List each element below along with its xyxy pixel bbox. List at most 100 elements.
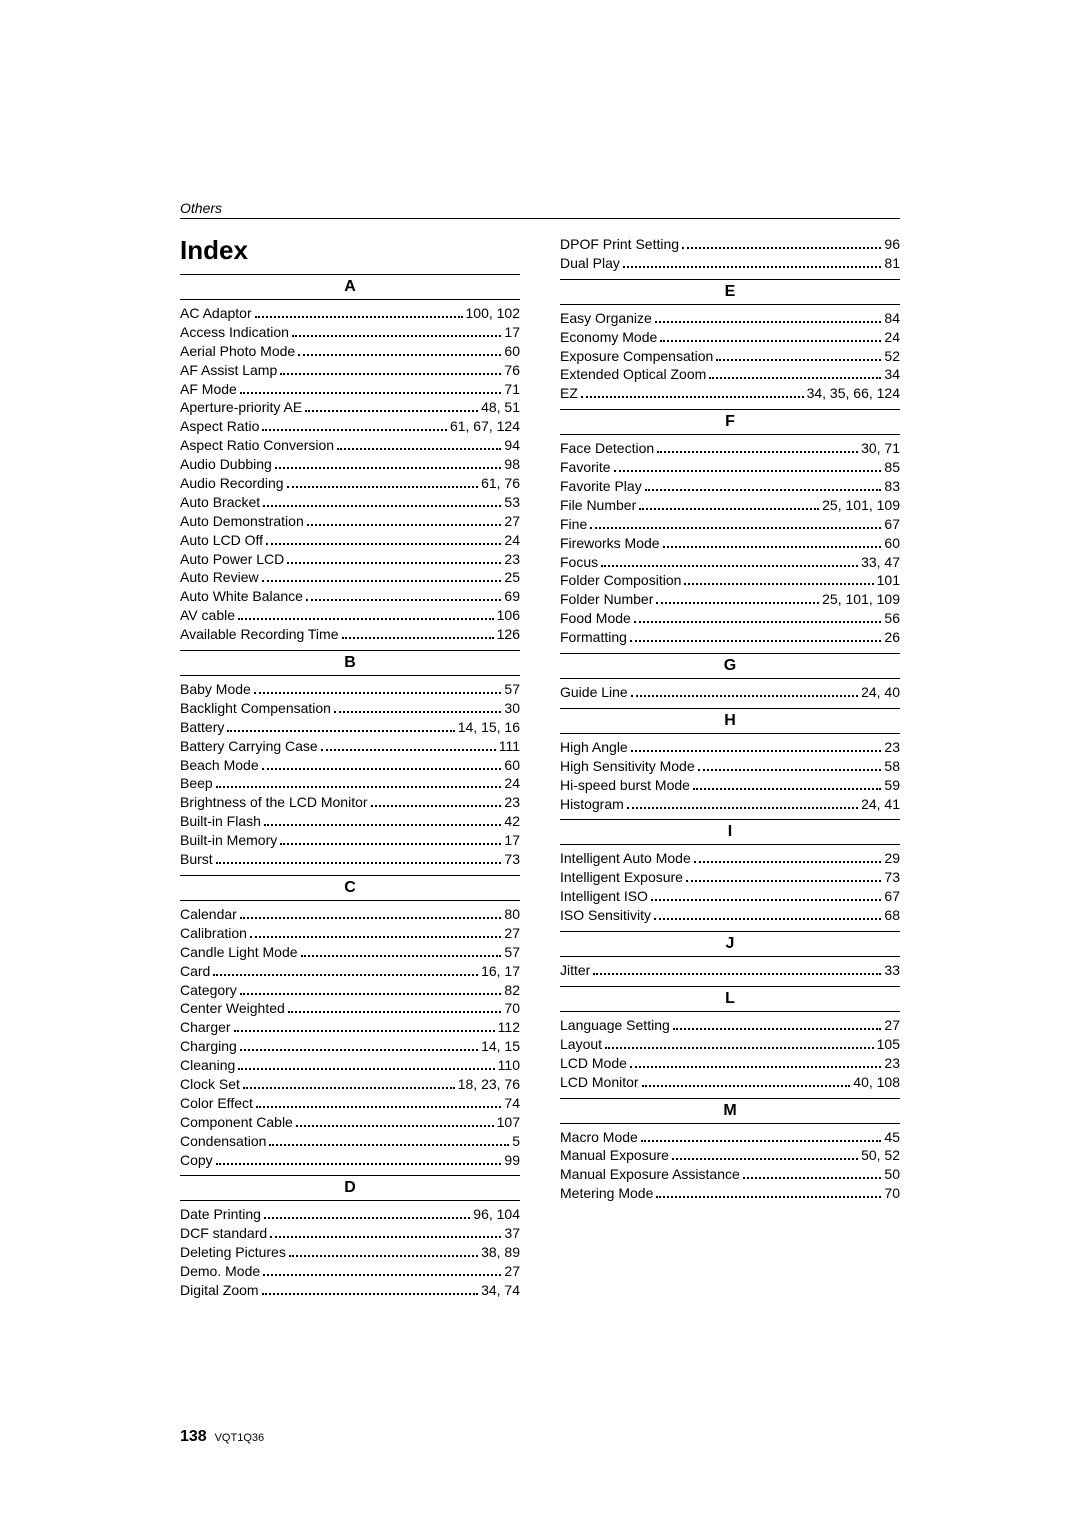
entry-pages: 25, 101, 109 <box>822 590 900 609</box>
entry-leader-dots <box>269 1136 509 1146</box>
entry-term: Fireworks Mode <box>560 534 660 553</box>
entry-term: Metering Mode <box>560 1184 653 1203</box>
right-column: DPOF Print Setting96Dual Play81 EEasy Or… <box>560 235 900 1300</box>
index-entry: Audio Dubbing98 <box>180 455 520 474</box>
entry-term: Intelligent Auto Mode <box>560 849 691 868</box>
entry-pages: 25, 101, 109 <box>822 496 900 515</box>
entry-term: Exposure Compensation <box>560 347 713 366</box>
entry-pages: 34, 74 <box>481 1281 520 1300</box>
entry-leader-dots <box>682 239 881 249</box>
entry-leader-dots <box>686 873 881 883</box>
page-number: 138 <box>180 1428 207 1445</box>
entry-pages: 106 <box>497 606 520 625</box>
index-entry: Auto Review25 <box>180 568 520 587</box>
entry-leader-dots <box>627 799 858 809</box>
index-entry: Built-in Memory17 <box>180 831 520 850</box>
index-entry: Backlight Compensation30 <box>180 699 520 718</box>
entry-pages: 23 <box>884 738 900 757</box>
entry-leader-dots <box>709 370 881 380</box>
entry-pages: 110 <box>498 1056 520 1075</box>
entry-leader-dots <box>654 910 881 920</box>
index-entry: Layout105 <box>560 1035 900 1054</box>
index-entry: Beep24 <box>180 774 520 793</box>
index-entry: Clock Set18, 23, 76 <box>180 1075 520 1094</box>
entry-term: Baby Mode <box>180 680 251 699</box>
index-entry: Access Indication17 <box>180 323 520 342</box>
entry-term: Date Printing <box>180 1205 261 1224</box>
entry-leader-dots <box>605 1039 874 1049</box>
entry-pages: 25 <box>504 568 520 587</box>
index-entry: Date Printing96, 104 <box>180 1205 520 1224</box>
entry-pages: 83 <box>884 477 900 496</box>
entry-term: Digital Zoom <box>180 1281 259 1300</box>
index-entry: Burst73 <box>180 850 520 869</box>
entry-term: Copy <box>180 1151 213 1170</box>
entry-leader-dots <box>590 519 881 529</box>
letter-heading: J <box>560 931 900 957</box>
index-entry: Guide Line24, 40 <box>560 683 900 702</box>
entry-term: Focus <box>560 553 598 572</box>
index-entry: Exposure Compensation 52 <box>560 347 900 366</box>
letter-heading: G <box>560 653 900 679</box>
index-entry: ISO Sensitivity68 <box>560 906 900 925</box>
entry-pages: 52 <box>884 347 900 366</box>
entry-leader-dots <box>270 1229 501 1239</box>
entry-pages: 59 <box>884 776 900 795</box>
entry-term: Language Setting <box>560 1016 670 1035</box>
entry-term: Component Cable <box>180 1113 293 1132</box>
entry-pages: 96 <box>884 235 900 254</box>
entry-pages: 33 <box>884 961 900 980</box>
index-entry: Economy Mode24 <box>560 328 900 347</box>
entry-term: Category <box>180 981 237 1000</box>
entry-term: Hi-speed burst Mode <box>560 776 690 795</box>
entry-pages: 16, 17 <box>481 962 520 981</box>
entry-term: Built-in Flash <box>180 812 261 831</box>
entry-leader-dots <box>623 258 882 268</box>
entry-term: Aperture-priority AE <box>180 398 302 417</box>
index-entry: AC Adaptor100, 102 <box>180 304 520 323</box>
entry-pages: 45 <box>884 1128 900 1147</box>
entry-term: Extended Optical Zoom <box>560 365 706 384</box>
index-entry: Extended Optical Zoom34 <box>560 365 900 384</box>
entry-leader-dots <box>254 684 502 694</box>
entry-pages: 40, 108 <box>853 1073 900 1092</box>
entry-pages: 60 <box>504 756 520 775</box>
index-entry: Fine67 <box>560 515 900 534</box>
letter-heading: H <box>560 708 900 734</box>
entry-leader-dots <box>614 462 882 472</box>
entry-leader-dots <box>656 595 819 605</box>
index-entry: High Angle23 <box>560 738 900 757</box>
entry-pages: 70 <box>504 999 520 1018</box>
letter-heading: C <box>180 875 520 901</box>
index-entry: Auto White Balance69 <box>180 587 520 606</box>
entry-pages: 67 <box>884 887 900 906</box>
entry-leader-dots <box>641 1132 882 1142</box>
entry-term: DCF standard <box>180 1224 267 1243</box>
index-entry: Food Mode56 <box>560 609 900 628</box>
entry-term: Manual Exposure <box>560 1146 669 1165</box>
entry-leader-dots <box>240 384 502 394</box>
entry-leader-dots <box>673 1020 882 1030</box>
index-entry: Intelligent Exposure73 <box>560 868 900 887</box>
entry-pages: 73 <box>504 850 520 869</box>
entry-pages: 81 <box>884 254 900 273</box>
entry-pages: 57 <box>504 943 520 962</box>
entry-leader-dots <box>655 313 882 323</box>
index-entry: Face Detection30, 71 <box>560 439 900 458</box>
entry-leader-dots <box>240 1041 478 1051</box>
index-entry: Brightness of the LCD Monitor23 <box>180 793 520 812</box>
entry-leader-dots <box>216 854 502 864</box>
letter-heading: M <box>560 1098 900 1124</box>
entry-leader-dots <box>645 481 882 491</box>
entry-leader-dots <box>238 610 494 620</box>
index-entry: Category82 <box>180 981 520 1000</box>
entry-leader-dots <box>280 835 501 845</box>
entry-term: Formatting <box>560 628 627 647</box>
entry-pages: 53 <box>504 493 520 512</box>
entry-term: Calibration <box>180 924 247 943</box>
index-entry: Histogram24, 41 <box>560 795 900 814</box>
entry-leader-dots <box>240 909 502 919</box>
index-entry: Language Setting27 <box>560 1016 900 1035</box>
index-entry: DPOF Print Setting96 <box>560 235 900 254</box>
entry-pages: 61, 67, 124 <box>450 417 520 436</box>
